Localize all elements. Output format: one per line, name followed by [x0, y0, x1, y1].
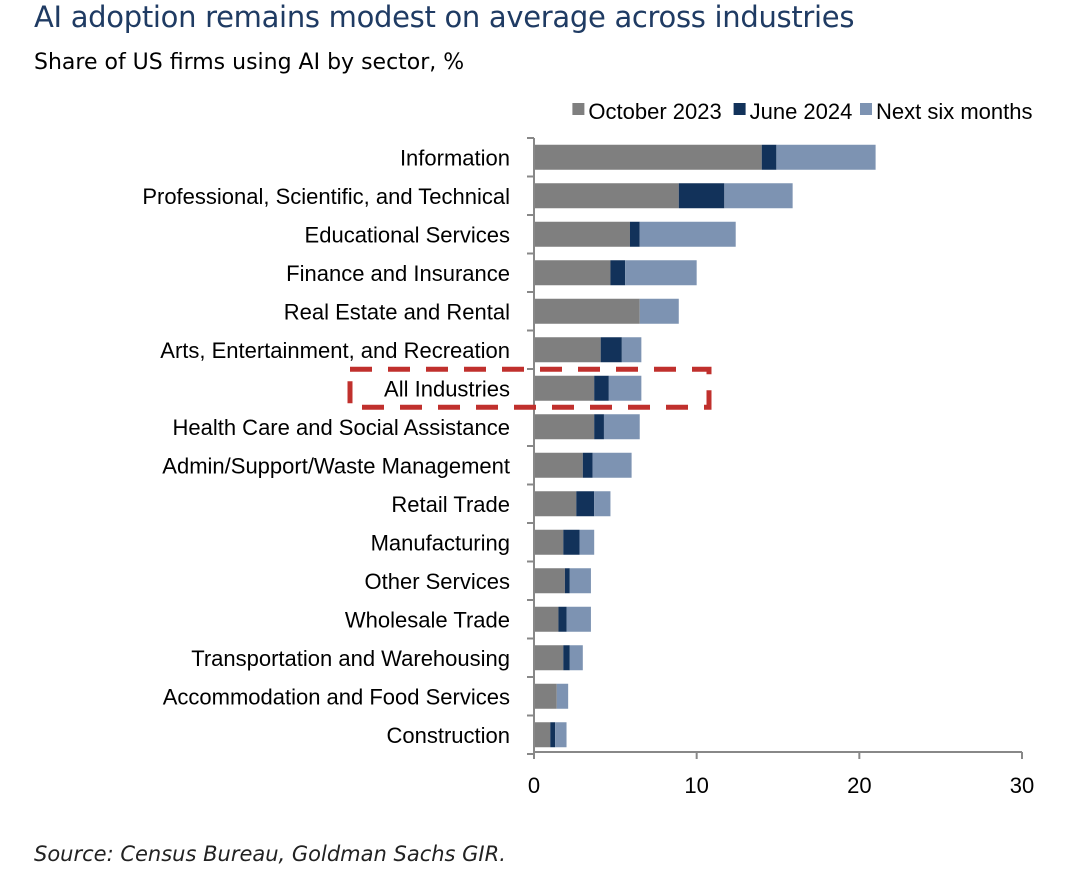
legend-swatch — [572, 103, 585, 115]
bar-segment — [563, 645, 570, 671]
category-label: Real Estate and Rental — [284, 299, 510, 324]
bar-segment — [534, 568, 565, 594]
legend-label: October 2023 — [588, 99, 721, 124]
bar-segment — [534, 221, 630, 247]
bar-segment — [566, 606, 591, 632]
bar-segment — [576, 491, 595, 517]
source-note: Source: Census Bureau, Goldman Sachs GIR… — [34, 842, 506, 866]
bar-segment — [534, 529, 564, 555]
bar-segment — [639, 298, 679, 324]
bar-segment — [534, 452, 583, 478]
category-label: Educational Services — [305, 222, 510, 247]
bar-segment — [608, 375, 642, 401]
bar-segment — [534, 491, 577, 517]
bar-segment — [592, 452, 632, 478]
bar-segment — [534, 260, 611, 286]
category-label: Construction — [386, 723, 510, 748]
bar-segment — [563, 529, 580, 555]
legend-label: Next six months — [876, 99, 1033, 124]
bar-segment — [594, 375, 609, 401]
bar-segment — [558, 606, 567, 632]
bar-segment — [610, 260, 626, 286]
bar-segment — [724, 183, 793, 209]
bar-segment — [534, 375, 595, 401]
legend-label: June 2024 — [750, 99, 853, 124]
category-label: Information — [400, 145, 510, 170]
bar-segment — [569, 645, 583, 671]
bar-segment — [600, 337, 622, 363]
bar-segment — [534, 337, 601, 363]
bar-segment — [534, 183, 679, 209]
category-label: Accommodation and Food Services — [163, 684, 510, 709]
bar-segment — [534, 298, 640, 324]
bar-segment — [761, 144, 777, 170]
chart-title: AI adoption remains modest on average ac… — [34, 0, 855, 34]
bar-segment — [534, 683, 557, 709]
category-label: Transportation and Warehousing — [191, 646, 510, 671]
bar-segment — [594, 414, 604, 440]
bar-segment — [579, 529, 595, 555]
category-label: Other Services — [365, 569, 511, 594]
bar-segment — [629, 221, 640, 247]
bar-segment — [550, 722, 556, 748]
x-tick-label: 10 — [684, 773, 708, 798]
x-tick-label: 20 — [847, 773, 871, 798]
bar-segment — [603, 414, 640, 440]
bar-segment — [594, 491, 611, 517]
category-label: Wholesale Trade — [345, 607, 510, 632]
x-tick-label: 0 — [528, 773, 540, 798]
bar-segment — [534, 144, 762, 170]
bar-segment — [555, 722, 567, 748]
x-tick-label: 30 — [1010, 773, 1034, 798]
category-label: Arts, Entertainment, and Recreation — [160, 338, 510, 363]
legend-swatch — [733, 103, 746, 115]
bar-segment — [621, 337, 642, 363]
category-label: Health Care and Social Assistance — [172, 415, 510, 440]
bar-segment — [534, 722, 551, 748]
bar-segment — [569, 568, 591, 594]
category-label: All Industries — [384, 376, 510, 401]
bar-segment — [564, 568, 570, 594]
bar-segment — [534, 414, 595, 440]
bar-segment — [776, 144, 876, 170]
legend-swatch — [860, 103, 872, 115]
bar-segment — [678, 183, 725, 209]
category-label: Retail Trade — [391, 492, 510, 517]
chart-subtitle: Share of US firms using AI by sector, % — [34, 50, 465, 75]
bar-segment — [534, 606, 559, 632]
bar-segment — [534, 645, 564, 671]
bar-segment — [582, 452, 593, 478]
bar-segment — [556, 683, 569, 709]
category-label: Finance and Insurance — [286, 261, 510, 286]
bar-segment — [625, 260, 697, 286]
category-label: Manufacturing — [371, 530, 510, 555]
category-label: Admin/Support/Waste Management — [162, 453, 510, 478]
highlight-box — [347, 366, 712, 410]
category-label: Professional, Scientific, and Technical — [142, 184, 510, 209]
bar-segment — [639, 221, 736, 247]
